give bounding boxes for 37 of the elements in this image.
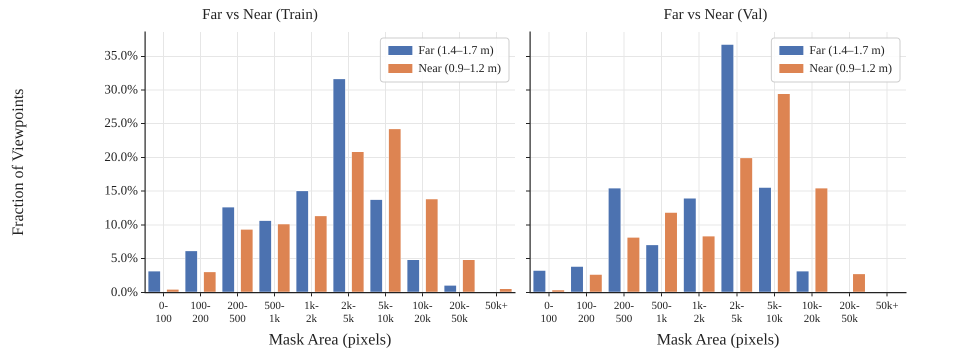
y-tick-label: 15.0% [104, 182, 138, 198]
x-tick-label: 100-200 [190, 300, 211, 326]
y-tick-label: 25.0% [104, 115, 138, 130]
y-tick-label: 10.0% [104, 216, 138, 232]
x-tick-label: 50k+ [876, 300, 899, 312]
x-axis-title: Mask Area (pixels) [268, 332, 392, 349]
x-tick-label: 1k-2k [304, 300, 320, 326]
x-tick-label: 50k+ [485, 300, 508, 312]
x-tick-label: 10k-20k [802, 300, 822, 326]
x-tick-label: 5k-10k [766, 300, 784, 326]
chart-title: Far vs Near (Val) [664, 6, 768, 23]
legend-label: Far (1.4–1.7 m) [809, 43, 885, 58]
x-tick-label: 200-500 [227, 300, 248, 326]
x-tick-label: 0-100 [540, 300, 558, 326]
y-tick-label: 30.0% [104, 81, 138, 96]
y-tick-label: 5.0% [110, 250, 138, 266]
chart-title: Far vs Near (Train) [202, 6, 318, 23]
x-tick-label: 500-1k [652, 300, 672, 326]
x-tick-label: 20k-50k [840, 300, 860, 326]
x-tick-label: 10k-20k [412, 300, 433, 326]
y-axis-title: Fraction of Viewpoints [10, 88, 27, 236]
x-axis-title: Mask Area (pixels) [656, 332, 780, 349]
legend-label: Far (1.4–1.7 m) [418, 43, 494, 58]
x-tick-label: 20k-50k [449, 300, 470, 326]
x-tick-label: 2k-5k [729, 300, 744, 326]
x-tick-label: 0-100 [155, 300, 172, 326]
y-tick-label: 35.0% [104, 48, 138, 63]
legend-label: Near (0.9–1.2 m) [809, 61, 892, 76]
x-tick-label: 2k-5k [341, 300, 356, 326]
x-tick-label: 1k-2k [692, 300, 707, 326]
x-tick-label: 5k-10k [377, 300, 394, 326]
x-tick-label: 500-1k [264, 300, 285, 326]
y-tick-label: 20.0% [104, 148, 138, 164]
x-tick-label: 200-500 [614, 300, 634, 326]
x-tick-label: 100-200 [576, 300, 597, 326]
y-tick-label: 0.0% [110, 284, 138, 299]
legend-label: Near (0.9–1.2 m) [418, 61, 502, 76]
